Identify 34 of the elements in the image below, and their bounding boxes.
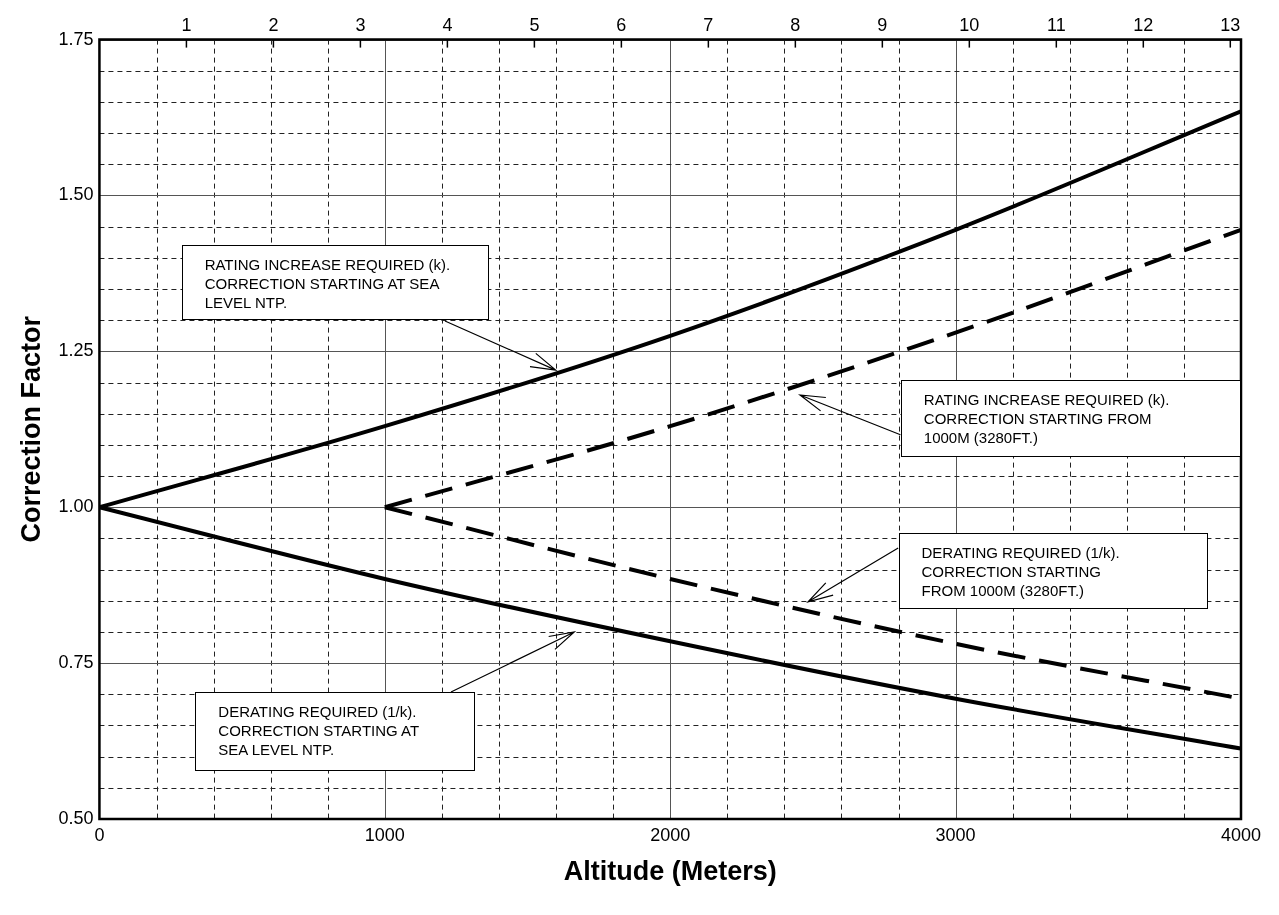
y-tick-label: 1.75 xyxy=(58,28,94,49)
x-tick-label: 1000 xyxy=(364,824,405,845)
y-tick-label: 1.25 xyxy=(58,340,94,361)
x2-tick-label: 9 xyxy=(877,14,888,35)
y-tick-label: 0.75 xyxy=(58,652,94,673)
annotation: RATING INCREASE REQUIRED (k). CORRECTION STARTING FROM 1000M (3280FT.) xyxy=(923,390,1171,448)
y-tick-label: 1.00 xyxy=(58,496,94,517)
x2-tick-label: 10 xyxy=(959,14,980,35)
x-tick-label: 2000 xyxy=(650,824,691,845)
y-tick-label: 0.50 xyxy=(58,807,94,828)
x-tick-label: 0 xyxy=(94,824,105,845)
callout-box: RATING INCREASE REQUIRED (k). CORRECTION STARTING FROM 1000M (3280FT.) xyxy=(900,380,1241,457)
x-axis-title: Altitude (Meters) xyxy=(563,856,777,887)
x2-tick-label: 7 xyxy=(703,14,714,35)
x2-tick-label: 3 xyxy=(355,14,366,35)
x2-tick-label: 11 xyxy=(1046,14,1066,35)
x-tick-label: 3000 xyxy=(935,824,976,845)
x2-tick-label: 12 xyxy=(1133,14,1154,35)
x2-tick-label: 1 xyxy=(181,14,192,35)
x2-tick-label: 13 xyxy=(1220,14,1241,35)
callout-box: DERATING REQUIRED (1/k). CORRECTION STARTING FROM 1000M (3280FT.) xyxy=(898,532,1208,609)
callout-box: DERATING REQUIRED (1/k). CORRECTION STARTING AT SEA LEVEL NTP. xyxy=(195,691,475,772)
x2-tick-label: 8 xyxy=(790,14,801,35)
y-axis-title: Correction Factor xyxy=(15,315,46,543)
x2-tick-label: 6 xyxy=(616,14,627,35)
x-tick-label: 4000 xyxy=(1220,824,1262,845)
x2-tick-label: 4 xyxy=(442,14,453,35)
annotation: DERATING REQUIRED (1/k). CORRECTION STARTING AT SEA LEVEL NTP. xyxy=(218,701,420,759)
annotation: RATING INCREASE REQUIRED (k). CORRECTION STARTING AT SEA LEVEL NTP. xyxy=(204,254,452,312)
x2-tick-label: 2 xyxy=(268,14,279,35)
x2-tick-label: 5 xyxy=(529,14,540,35)
annotation: DERATING REQUIRED (1/k). CORRECTION STARTING FROM 1000M (3280FT.) xyxy=(921,542,1121,600)
callout-box: RATING INCREASE REQUIRED (k). CORRECTION STARTING AT SEA LEVEL NTP. xyxy=(181,244,489,321)
y-tick-label: 1.50 xyxy=(58,184,94,205)
